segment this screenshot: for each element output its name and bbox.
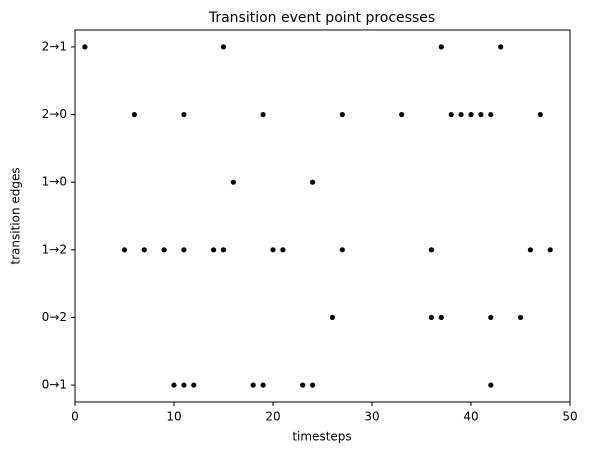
point xyxy=(310,179,316,185)
point xyxy=(220,44,227,50)
point xyxy=(280,247,286,253)
x-tick-label: 0 xyxy=(71,410,79,424)
point xyxy=(171,382,177,388)
y-axis-label: transition edges xyxy=(9,167,23,264)
point xyxy=(270,247,276,253)
point xyxy=(220,247,227,253)
point xyxy=(260,382,266,388)
point xyxy=(547,247,553,253)
point xyxy=(478,111,484,118)
x-tick-label: 20 xyxy=(265,410,280,424)
point xyxy=(458,111,464,118)
point xyxy=(329,314,335,321)
y-tick-label: 2→1 xyxy=(42,39,67,53)
x-tick-label: 40 xyxy=(463,410,478,424)
point xyxy=(428,247,434,253)
point xyxy=(141,247,147,253)
point xyxy=(488,382,494,388)
point xyxy=(211,247,217,253)
plot-frame xyxy=(74,29,571,403)
point xyxy=(498,44,504,50)
point xyxy=(121,247,128,253)
point xyxy=(339,247,345,253)
point xyxy=(468,111,474,118)
point xyxy=(131,111,137,118)
x-axis-label: timesteps xyxy=(292,430,351,444)
point xyxy=(181,111,187,118)
point xyxy=(181,247,187,253)
point xyxy=(428,314,434,321)
point xyxy=(488,111,494,118)
x-tick-label: 50 xyxy=(562,410,577,424)
y-tick-label: 0→2 xyxy=(42,310,67,324)
point xyxy=(181,382,187,388)
point xyxy=(537,111,543,118)
point xyxy=(488,314,494,321)
point xyxy=(230,179,236,185)
y-tick-label: 0→1 xyxy=(42,378,67,392)
point xyxy=(527,247,534,253)
point xyxy=(260,111,266,118)
point xyxy=(517,314,524,321)
point xyxy=(438,314,444,321)
point xyxy=(448,111,454,118)
y-tick-label: 1→2 xyxy=(42,242,67,256)
point xyxy=(399,111,405,118)
x-tick-label: 30 xyxy=(364,410,379,424)
point xyxy=(82,44,88,50)
point xyxy=(250,382,256,388)
point xyxy=(191,382,197,388)
point xyxy=(310,382,316,388)
point xyxy=(161,247,167,253)
point xyxy=(339,111,345,118)
y-tick-label: 2→0 xyxy=(42,107,67,121)
point xyxy=(438,44,444,50)
chart-title: Transition event point processes xyxy=(208,10,435,26)
point xyxy=(300,382,306,388)
y-tick-label: 1→0 xyxy=(42,175,67,189)
x-tick-label: 10 xyxy=(166,410,181,424)
